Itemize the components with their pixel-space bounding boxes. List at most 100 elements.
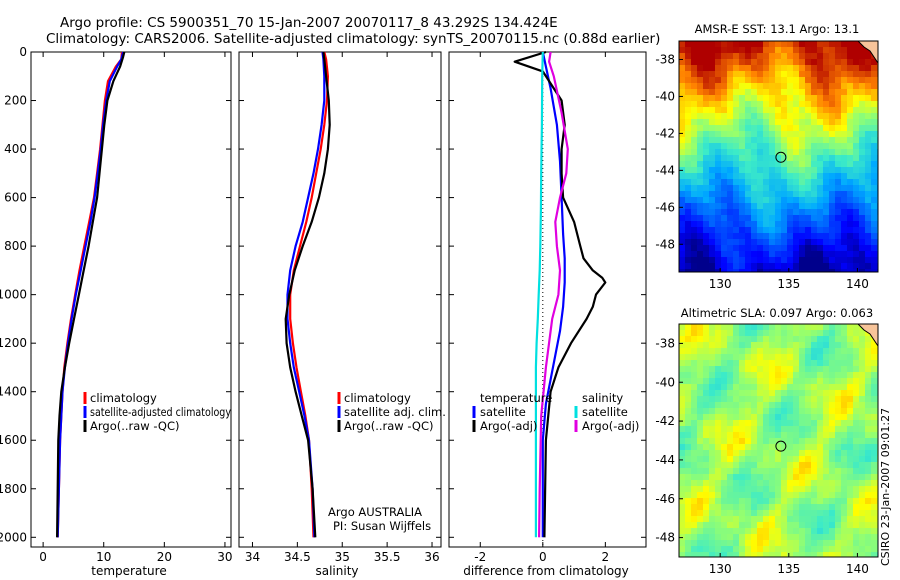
map-cell bbox=[703, 414, 710, 421]
map-cell bbox=[799, 402, 806, 409]
map-cell bbox=[697, 95, 704, 102]
map-cell bbox=[715, 155, 722, 162]
map-cell bbox=[805, 269, 812, 273]
map-cell bbox=[745, 191, 752, 198]
map-cell bbox=[733, 215, 740, 222]
map-cell bbox=[781, 552, 788, 558]
map-cell bbox=[769, 125, 776, 132]
map-cell bbox=[751, 191, 758, 198]
map-cell bbox=[841, 438, 848, 445]
map-cell bbox=[715, 125, 722, 132]
map-cell bbox=[829, 227, 836, 234]
map-cell bbox=[691, 348, 698, 355]
map-cell bbox=[697, 366, 704, 373]
map-cell bbox=[829, 414, 836, 421]
map-cell bbox=[781, 233, 788, 240]
map-cell bbox=[703, 239, 710, 246]
map-cell bbox=[859, 203, 866, 210]
map-cell bbox=[763, 336, 770, 343]
y-tick-label: -38 bbox=[655, 52, 675, 66]
map-cell bbox=[781, 396, 788, 403]
map-cell bbox=[727, 239, 734, 246]
map-cell bbox=[829, 420, 836, 427]
map-cell bbox=[715, 53, 722, 60]
map-cell bbox=[709, 227, 716, 234]
map-cell bbox=[835, 552, 842, 558]
map-cell bbox=[787, 516, 794, 523]
map-cell bbox=[841, 143, 848, 150]
map-cell bbox=[775, 462, 782, 469]
map-cell bbox=[703, 185, 710, 192]
map-cell bbox=[739, 257, 746, 264]
map-cell bbox=[865, 342, 872, 349]
map-cell bbox=[745, 480, 752, 487]
map-cell bbox=[811, 462, 818, 469]
map-cell bbox=[727, 203, 734, 210]
map-cell bbox=[769, 534, 776, 541]
map-cell bbox=[715, 426, 722, 433]
map-cell bbox=[775, 41, 782, 48]
map-cell bbox=[697, 438, 704, 445]
map-cell bbox=[727, 492, 734, 499]
map-cell bbox=[781, 378, 788, 385]
map-cell bbox=[721, 263, 728, 270]
map-cell bbox=[715, 414, 722, 421]
map-cell bbox=[805, 510, 812, 517]
map-cell bbox=[799, 420, 806, 427]
map-cell bbox=[871, 173, 878, 180]
map-cell bbox=[697, 402, 704, 409]
map-cell bbox=[847, 450, 854, 457]
map-cell bbox=[859, 119, 866, 126]
map-cell bbox=[787, 486, 794, 493]
map-cell bbox=[757, 438, 764, 445]
map-cell bbox=[841, 498, 848, 505]
map-cell bbox=[763, 149, 770, 156]
map-cell bbox=[715, 438, 722, 445]
map-cell bbox=[793, 191, 800, 198]
map-cell bbox=[679, 233, 686, 240]
map-cell bbox=[751, 378, 758, 385]
credit-stamp: CSIRO 23-Jan-2007 09:01:27 bbox=[879, 408, 892, 566]
map-cell bbox=[859, 426, 866, 433]
map-cell bbox=[739, 41, 746, 48]
map-cell bbox=[703, 89, 710, 96]
map-cell bbox=[829, 468, 836, 475]
map-cell bbox=[787, 414, 794, 421]
map-cell bbox=[721, 65, 728, 72]
map-cell bbox=[727, 173, 734, 180]
map-cell bbox=[847, 107, 854, 114]
map-cell bbox=[781, 366, 788, 373]
map-cell bbox=[853, 438, 860, 445]
map-cell bbox=[751, 167, 758, 174]
map-cell bbox=[769, 450, 776, 457]
map-cell bbox=[847, 408, 854, 415]
map-cell bbox=[787, 450, 794, 457]
map-cell bbox=[757, 251, 764, 258]
map-cell bbox=[679, 143, 686, 150]
map-cell bbox=[835, 462, 842, 469]
map-cell bbox=[829, 390, 836, 397]
map-cell bbox=[811, 402, 818, 409]
map-cell bbox=[769, 546, 776, 553]
map-cell bbox=[745, 516, 752, 523]
map-cell bbox=[697, 185, 704, 192]
map-cell bbox=[769, 233, 776, 240]
sal-legend-item: Argo(..raw -QC) bbox=[344, 419, 434, 433]
map-cell bbox=[787, 155, 794, 162]
map-cell bbox=[697, 396, 704, 403]
map-cell bbox=[859, 197, 866, 204]
map-cell bbox=[769, 330, 776, 337]
map-cell bbox=[793, 396, 800, 403]
diff-legend-item: satellite bbox=[582, 405, 628, 419]
sla-map: 130 135 140-38-40-42-44-46-48 bbox=[655, 323, 879, 576]
map-cell bbox=[793, 384, 800, 391]
map-cell bbox=[691, 402, 698, 409]
map-cell bbox=[781, 215, 788, 222]
sst-map: 130 135 140-38-40-42-44-46-48 bbox=[655, 40, 879, 291]
map-cell bbox=[727, 390, 734, 397]
map-cell bbox=[679, 510, 686, 517]
map-cell bbox=[841, 444, 848, 451]
map-cell bbox=[709, 239, 716, 246]
map-cell bbox=[685, 107, 692, 114]
y-tick-label: 0 bbox=[19, 45, 27, 59]
